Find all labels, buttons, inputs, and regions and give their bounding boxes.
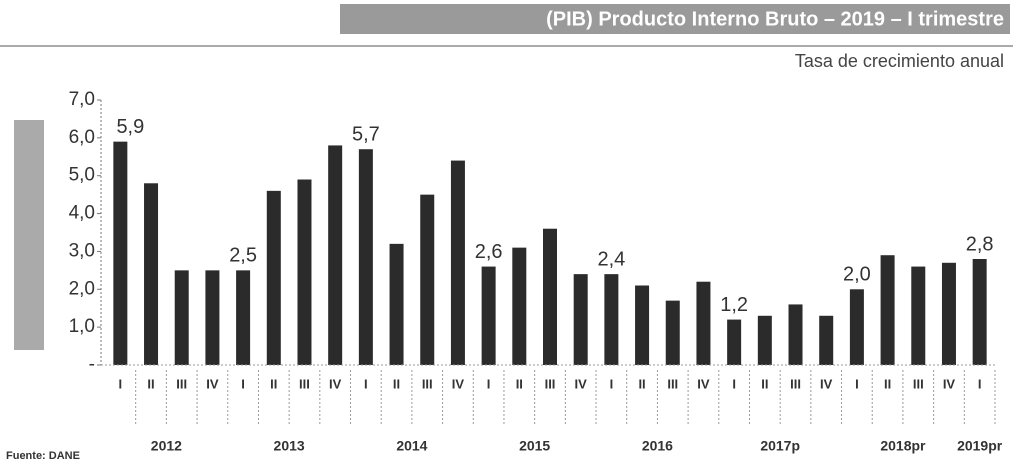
bar: [481, 266, 496, 365]
x-tick-label: III: [913, 376, 924, 391]
bar: [450, 160, 465, 365]
y-tick-label: 2,0: [69, 278, 95, 299]
subtitle: Tasa de crecimiento anual: [795, 51, 1004, 71]
bar: [205, 270, 220, 365]
x-group-label: 2016: [642, 438, 673, 454]
x-tick-label: I: [119, 376, 123, 391]
x-tick-label: II: [516, 376, 523, 391]
bar: [911, 266, 926, 365]
x-group-label: 2018pr: [880, 438, 926, 454]
x-group-label: 2012: [151, 438, 182, 454]
bar: [635, 285, 650, 365]
bar: [358, 149, 373, 365]
x-tick-label: III: [790, 376, 801, 391]
bar: [420, 194, 435, 365]
bar: [144, 183, 159, 365]
data-label: 2,8: [966, 233, 994, 255]
x-tick-label: II: [147, 376, 154, 391]
x-tick-label: II: [270, 376, 277, 391]
x-tick-label: II: [761, 376, 768, 391]
x-tick-label: IV: [329, 376, 342, 391]
x-tick-label: I: [241, 376, 245, 391]
data-label: 1,2: [720, 294, 748, 316]
x-group-label: 2019pr: [957, 438, 1003, 454]
chart-title: (PIB) Producto Interno Bruto – 2019 – I …: [546, 8, 1004, 30]
bar: [512, 247, 527, 365]
bar: [328, 145, 343, 365]
x-tick-label: III: [667, 376, 678, 391]
x-tick-label: IV: [452, 376, 465, 391]
y-tick-label: 4,0: [69, 203, 95, 224]
data-label: 5,9: [116, 116, 144, 138]
data-label: 2,0: [843, 264, 871, 286]
x-tick-label: I: [732, 376, 736, 391]
data-label: 2,4: [597, 248, 625, 270]
bar: [297, 179, 312, 365]
bar: [788, 304, 803, 365]
x-tick-label: II: [884, 376, 891, 391]
title-band: [340, 4, 1010, 34]
bar: [236, 270, 251, 365]
y-tick-label: 3,0: [69, 240, 95, 261]
y-tick-label: 6,0: [69, 127, 95, 148]
x-tick-label: I: [855, 376, 859, 391]
data-label: 5,7: [352, 123, 380, 145]
y-tick-label: -: [89, 354, 95, 375]
x-tick-label: I: [364, 376, 368, 391]
x-group-label: 2013: [274, 438, 305, 454]
x-tick-label: I: [978, 376, 982, 391]
x-tick-label: II: [393, 376, 400, 391]
x-tick-label: III: [422, 376, 433, 391]
x-tick-label: III: [545, 376, 556, 391]
x-group-label: 2017p: [760, 438, 800, 454]
x-tick-label: I: [610, 376, 614, 391]
bar: [819, 315, 834, 365]
bar: [757, 315, 772, 365]
bar: [113, 141, 128, 365]
x-tick-label: III: [299, 376, 310, 391]
x-tick-label: II: [638, 376, 645, 391]
data-label: 2,5: [229, 245, 257, 267]
bar: [266, 190, 281, 365]
y-tick-label: 1,0: [69, 316, 95, 337]
y-axis-band: [14, 120, 44, 350]
x-tick-label: IV: [697, 376, 710, 391]
x-tick-label: IV: [575, 376, 588, 391]
x-tick-label: IV: [820, 376, 833, 391]
x-group-label: 2014: [396, 438, 427, 454]
bar: [389, 243, 404, 365]
bar: [174, 270, 189, 365]
bar: [849, 289, 864, 365]
x-tick-label: III: [176, 376, 187, 391]
x-tick-label: IV: [206, 376, 219, 391]
x-group-label: 2015: [519, 438, 550, 454]
x-tick-label: IV: [943, 376, 956, 391]
source: Fuente: DANE: [6, 450, 80, 462]
bar: [880, 255, 895, 365]
bar: [543, 228, 557, 365]
y-tick-label: 7,0: [69, 89, 95, 110]
bar: [573, 274, 588, 365]
x-tick-label: I: [487, 376, 491, 391]
bar: [727, 319, 742, 365]
data-label: 2,6: [475, 241, 503, 263]
bar: [972, 259, 987, 365]
bar: [696, 281, 711, 365]
bar: [941, 262, 956, 365]
bar: [604, 274, 619, 365]
y-tick-label: 5,0: [69, 165, 95, 186]
bar: [665, 300, 680, 365]
